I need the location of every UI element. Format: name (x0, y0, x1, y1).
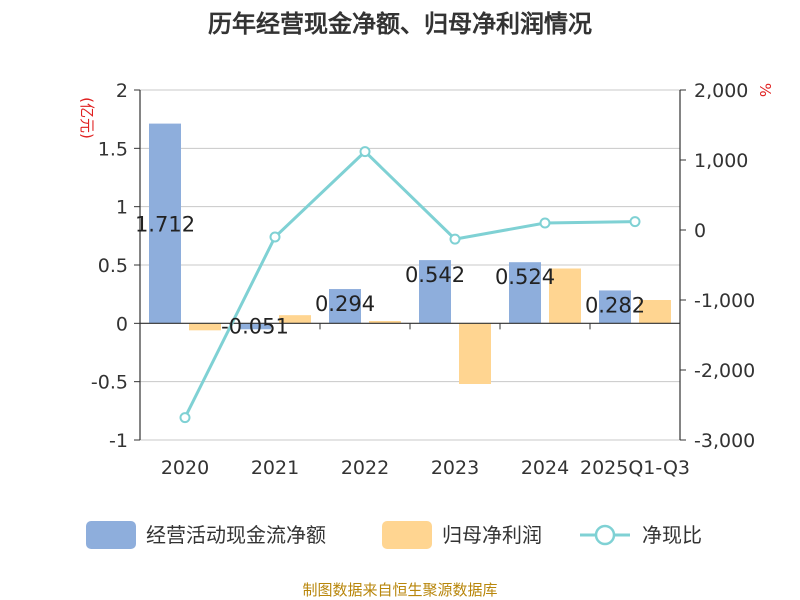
left-tick-label: -1 (109, 430, 128, 452)
legend-label-cashflow: 经营活动现金流净额 (146, 523, 326, 547)
ratio-point (539, 217, 551, 229)
ratio-line (179, 146, 641, 424)
legend: 经营活动现金流净额 归母净利润 净现比 (86, 521, 702, 549)
bars (149, 123, 671, 384)
right-tick-label: 1,000 (694, 150, 748, 172)
category-label: 2022 (341, 457, 389, 479)
legend-swatch-cashflow (86, 521, 136, 549)
bar-cashflow (419, 260, 451, 324)
bar-cashflow (329, 289, 361, 324)
right-tick-label: -3,000 (694, 430, 755, 452)
right-tick-label: -1,000 (694, 290, 755, 312)
data-label-cashflow: 0.282 (585, 293, 645, 317)
bar-cashflow (599, 290, 631, 324)
left-tick-label: 1.5 (98, 138, 128, 160)
left-tick-label: 0.5 (98, 255, 128, 277)
bar-netprofit (459, 323, 491, 384)
data-label-cashflow: 0.542 (405, 263, 465, 287)
data-label-cashflow: 0.524 (495, 265, 555, 289)
bar-cashflow (239, 323, 271, 330)
bar-netprofit (549, 268, 581, 324)
ratio-point (449, 233, 461, 245)
left-axis-unit: (亿元) (78, 97, 96, 139)
data-label-cashflow: 0.294 (315, 292, 375, 316)
category-label: 2025Q1-Q3 (580, 457, 690, 479)
bar-netprofit (369, 321, 401, 324)
right-axis-unit: % (756, 83, 774, 97)
axes (139, 90, 681, 440)
source-note: 制图数据来自恒生聚源数据库 (302, 581, 497, 599)
legend-label-ratio: 净现比 (642, 523, 702, 547)
ratio-point (179, 412, 191, 424)
left-tick-label: -0.5 (91, 372, 128, 394)
left-tick-label: 2 (116, 80, 128, 102)
left-tick-label: 0 (116, 313, 128, 335)
left-axis-ticks: -1 -0.5 0 0.5 1 1.5 2 (91, 80, 140, 452)
bar-netprofit (639, 300, 671, 324)
right-axis-ticks: -3,000 -2,000 -1,000 0 1,000 2,000 (680, 80, 755, 452)
legend-swatch-netprofit (382, 521, 432, 549)
category-label: 2021 (251, 457, 299, 479)
data-label-cashflow: 1.712 (135, 212, 195, 236)
data-labels: 1.712 -0.051 0.294 0.542 0.524 0.282 (135, 212, 645, 338)
bar-netprofit (279, 315, 311, 324)
ratio-point (629, 216, 641, 228)
category-label: 2023 (431, 457, 479, 479)
left-tick-label: 1 (116, 197, 128, 219)
ratio-line-path (183, 149, 636, 419)
bar-netprofit (189, 323, 221, 331)
ratio-point (359, 146, 371, 158)
category-labels: 2020 2021 2022 2023 2024 2025Q1-Q3 (161, 457, 690, 479)
bar-cashflow (149, 123, 181, 324)
ratio-point (269, 231, 281, 243)
category-label: 2024 (521, 457, 569, 479)
data-label-cashflow: -0.051 (221, 314, 289, 338)
bar-cashflow (509, 262, 541, 324)
legend-marker-ratio (594, 524, 616, 546)
right-tick-label: 0 (694, 220, 706, 242)
category-label: 2020 (161, 457, 209, 479)
right-tick-label: 2,000 (694, 80, 748, 102)
right-tick-label: -2,000 (694, 360, 755, 382)
legend-label-netprofit: 归母净利润 (442, 523, 542, 547)
chart-title: 历年经营现金净额、归母净利润情况 (208, 10, 592, 38)
